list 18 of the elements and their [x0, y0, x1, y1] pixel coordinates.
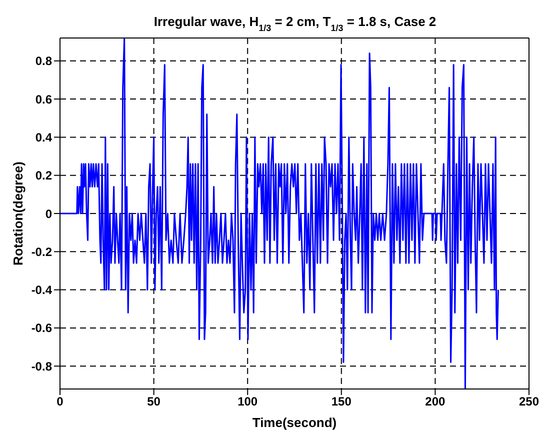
x-tick-label: 250: [518, 394, 540, 409]
x-axis-title: Time(second): [252, 415, 337, 430]
x-tick-label: 150: [331, 394, 352, 409]
x-tick-label: 200: [425, 394, 446, 409]
y-tick-label: 0.6: [35, 92, 52, 106]
x-tick-label: 0: [56, 394, 64, 409]
y-tick-label: 0: [45, 206, 52, 221]
x-tick-label: 50: [147, 394, 161, 409]
y-tick-label: 0.8: [35, 54, 52, 68]
y-axis-title: Rotation(degree): [10, 162, 26, 266]
y-tick-label: 0.2: [35, 168, 52, 183]
y-tick-label: 0.4: [35, 130, 52, 144]
y-tick-label: -0.2: [31, 244, 52, 259]
y-tick-label: -0.6: [31, 321, 52, 336]
x-tick-label: 100: [238, 394, 258, 409]
y-tick-label: -0.4: [31, 283, 52, 298]
chart-title: Irregular wave, H$_{1/3}$ = 2 cm, T$_{1/3}$ = 1.8 s, Case 2: [154, 14, 436, 33]
y-tick-label: -0.8: [31, 359, 52, 374]
